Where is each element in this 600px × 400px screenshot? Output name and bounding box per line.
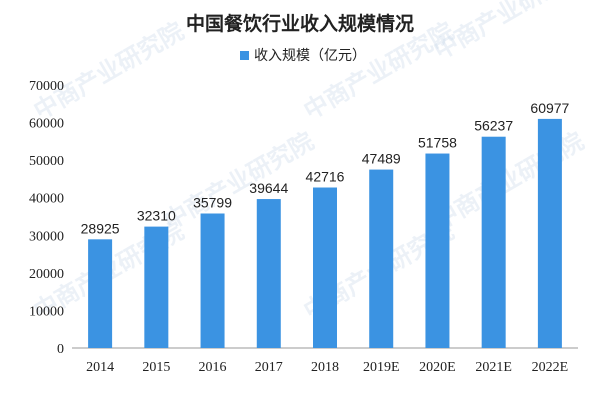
y-tick-label: 60000 <box>29 117 64 132</box>
x-tick-label: 2018 <box>311 360 339 375</box>
data-label: 47489 <box>362 151 401 167</box>
data-label: 32310 <box>137 208 176 224</box>
x-tick-label: 2022E <box>532 360 569 375</box>
x-tick-label: 2020E <box>419 360 456 375</box>
bar <box>144 226 169 348</box>
data-label: 28925 <box>81 220 120 236</box>
y-tick-label: 10000 <box>29 304 64 319</box>
data-label: 39644 <box>249 180 288 196</box>
bar <box>537 118 562 349</box>
x-tick-label: 2019E <box>363 360 400 375</box>
bar <box>313 187 337 348</box>
x-tick-label: 2017 <box>255 360 283 375</box>
x-tick-label: 2014 <box>86 360 114 375</box>
data-labels-layer: 28925 32310 35799 39644 42716 47489 51758 56237… <box>81 100 570 236</box>
bars-layer <box>88 118 562 349</box>
bar <box>481 136 506 348</box>
data-label: 35799 <box>193 194 232 210</box>
data-label: 60977 <box>530 100 569 116</box>
bar <box>200 213 225 348</box>
y-tick-label: 50000 <box>29 154 64 169</box>
watermark-text: 中商产业研究院 <box>29 17 188 125</box>
y-tick-label: 70000 <box>29 79 64 94</box>
y-tick-label: 20000 <box>29 267 64 282</box>
legend-swatch <box>240 51 249 60</box>
x-tick-label: 2021E <box>475 360 512 375</box>
chart-title: 中国餐饮行业收入规模情况 <box>186 12 414 35</box>
legend-label: 收入规模（亿元） <box>254 48 366 64</box>
bar <box>88 239 113 348</box>
data-label: 56237 <box>474 118 513 134</box>
y-tick-label: 40000 <box>29 192 64 207</box>
y-tick-label: 0 <box>57 342 64 357</box>
bar <box>256 199 281 348</box>
bar <box>369 169 394 348</box>
watermark-text: 中商产业研究院 <box>159 127 318 235</box>
x-tick-label: 2016 <box>199 360 227 375</box>
legend: 收入规模（亿元） <box>240 48 366 64</box>
bar <box>425 153 450 348</box>
y-tick-label: 30000 <box>29 229 64 244</box>
watermark-text: 中商产业研究院 <box>429 0 588 65</box>
data-label: 51758 <box>418 135 457 151</box>
x-tick-label: 2015 <box>142 360 170 375</box>
data-label: 42716 <box>306 169 345 185</box>
